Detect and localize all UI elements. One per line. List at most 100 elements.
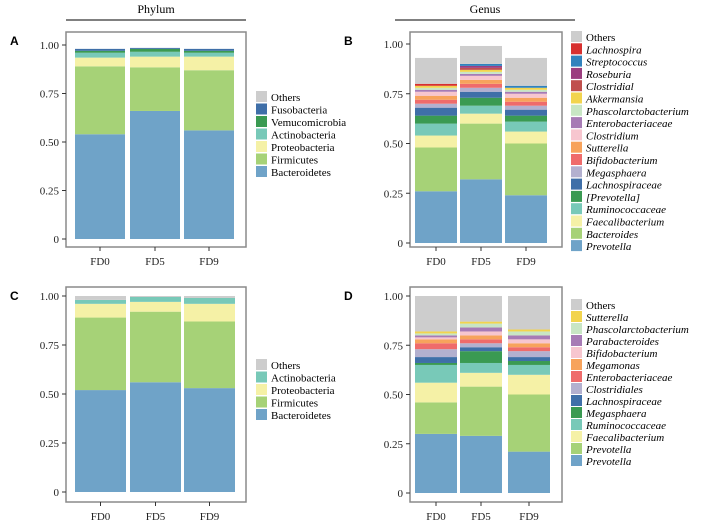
x-tick-label: FD0 — [426, 256, 446, 268]
bar-segment — [75, 299, 126, 304]
bar-segment — [75, 48, 125, 51]
x-tick-label: FD5 — [146, 511, 166, 523]
x-tick-label: FD0 — [90, 256, 110, 268]
bar-segment — [415, 191, 457, 243]
legend-swatch — [571, 431, 582, 442]
legend-swatch — [571, 407, 582, 418]
bar-segment — [460, 362, 502, 373]
bar-segment — [130, 47, 180, 49]
bar-segment — [415, 87, 457, 90]
legend-label: Megamonas — [585, 360, 640, 372]
bar-segment — [508, 339, 550, 344]
legend-swatch — [256, 396, 267, 408]
bar-segment — [460, 97, 502, 106]
legend-swatch — [571, 67, 582, 79]
bar-segment — [75, 57, 125, 67]
bar-segment — [508, 343, 550, 348]
legend-swatch — [571, 419, 582, 430]
legend-swatch — [571, 203, 582, 215]
bar-segment — [460, 335, 502, 340]
bar-segment — [184, 70, 234, 131]
legend-swatch — [256, 371, 267, 383]
legend-label: Streptococcus — [586, 57, 647, 69]
bar-segment — [505, 101, 547, 106]
legend-label: Roseburia — [585, 69, 632, 81]
bar-segment — [130, 301, 181, 312]
bar-segment — [505, 143, 547, 196]
legend-label: Others — [586, 32, 615, 44]
legend-swatch — [256, 153, 267, 165]
genus-header: Genus — [470, 2, 501, 16]
y-tick-label: 0.50 — [40, 389, 60, 401]
bar-segment — [460, 113, 502, 124]
bar-segment — [184, 296, 235, 298]
bar-segment — [130, 67, 180, 111]
bar-segment — [508, 374, 550, 395]
bar-segment — [460, 123, 502, 180]
bar-segment — [415, 433, 457, 493]
legend-label: Akkermansia — [585, 94, 644, 106]
legend-label: Fusobacteria — [271, 105, 327, 117]
legend-swatch — [571, 215, 582, 227]
legend-label: Megasphaera — [585, 167, 647, 179]
bar-segment — [415, 83, 457, 86]
bar-segment — [130, 296, 181, 297]
bar-segment — [75, 50, 125, 53]
bar-segment — [460, 331, 502, 336]
legend-swatch — [571, 395, 582, 406]
legend-label: Others — [586, 300, 615, 312]
bar-segment — [75, 317, 126, 391]
bar-segment — [505, 87, 547, 90]
legend-label: Prevotella — [585, 241, 632, 253]
legend-swatch — [256, 384, 267, 395]
bar-segment — [460, 435, 502, 493]
bar-segment — [130, 311, 181, 383]
x-tick-label: FD9 — [519, 511, 539, 523]
legend-swatch — [256, 103, 267, 115]
bar-segment — [184, 48, 234, 51]
panel-d: D 0 0.25 0.50 0.75 1.00 FD0 FD5 FD9 OthersSuttere… — [344, 286, 689, 523]
y-tick-label: 0 — [54, 487, 60, 499]
bar-segment — [415, 57, 457, 84]
bar-segment — [415, 331, 457, 334]
legend-label: Ruminococcaceae — [585, 204, 666, 216]
legend-label: Lachnospira — [585, 44, 642, 56]
legend-label: Proteobacteria — [271, 142, 335, 154]
bar-segment — [415, 91, 457, 96]
bar-segment — [505, 115, 547, 122]
x-tick-label: FD9 — [199, 256, 219, 268]
panel-letter: B — [344, 34, 353, 48]
legend-swatch — [571, 299, 582, 310]
bar-segment — [184, 50, 234, 53]
bar-segment — [75, 66, 125, 135]
bar-segment — [415, 335, 457, 338]
bar-segment — [460, 343, 502, 348]
bar-segment — [460, 386, 502, 436]
bar-segment — [75, 296, 126, 300]
bar-segment — [415, 357, 457, 363]
legend-label: Clostridiales — [586, 384, 643, 396]
legend-label: Bacteroides — [586, 229, 638, 241]
bar-segment — [130, 51, 180, 57]
bar-segment — [505, 121, 547, 132]
bar-segment — [505, 97, 547, 102]
legend-label: Bacteroidetes — [271, 410, 331, 422]
bar-segment — [505, 93, 547, 98]
y-tick-label: 0.50 — [384, 390, 404, 402]
legend-swatch — [571, 335, 582, 346]
legend-label: Prevotella — [585, 456, 632, 468]
bar-segment — [505, 57, 547, 86]
legend-swatch — [571, 371, 582, 382]
y-tick-label: 0.25 — [384, 439, 404, 451]
legend-label: Firmicutes — [271, 398, 318, 410]
legend-label: Others — [271, 360, 300, 372]
bar-segment — [460, 75, 502, 80]
bar-segment — [184, 303, 235, 322]
bar-segment — [130, 48, 180, 52]
bar-segment — [505, 109, 547, 116]
bar-segment — [415, 382, 457, 403]
bar-segment — [415, 89, 457, 92]
y-tick-label: 0.50 — [40, 137, 60, 149]
bar-segment — [508, 335, 550, 340]
